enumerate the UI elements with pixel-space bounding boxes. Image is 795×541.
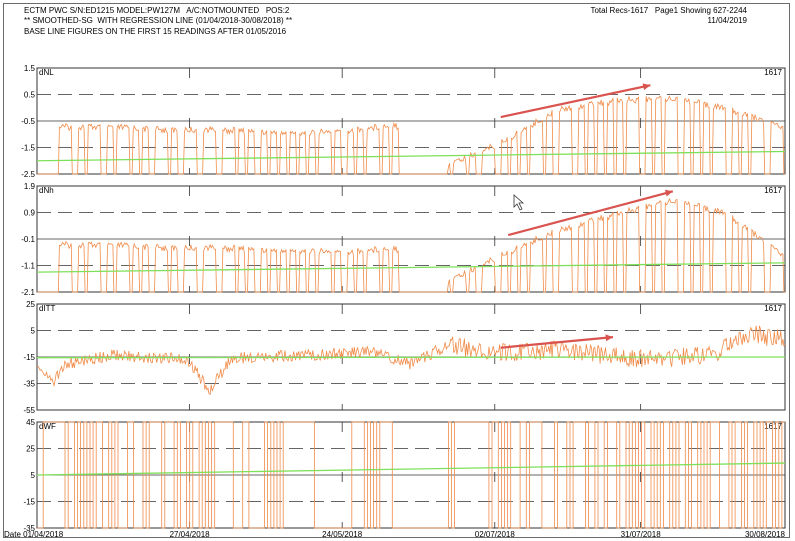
regression-line <box>36 462 786 476</box>
trend-arrow <box>500 84 651 119</box>
trend-arrow-head <box>664 189 673 197</box>
y-tick-label: -55 <box>23 406 35 415</box>
y-tick-label: 1.5 <box>24 64 36 73</box>
y-tick-label: -1.1 <box>21 262 35 271</box>
smoothed-series-line <box>37 198 785 293</box>
y-tick-label: 45 <box>26 418 35 427</box>
mouse-cursor-icon <box>513 194 525 211</box>
y-tick-label: -15 <box>23 353 35 362</box>
trend-arrow-head <box>605 334 613 342</box>
smoothed-series-line <box>37 95 785 175</box>
y-tick-label: 0.5 <box>24 91 36 100</box>
panel-record-count: 1617 <box>764 304 782 313</box>
x-tick-label: 31/07/2018 <box>621 530 662 539</box>
panel-record-count: 1617 <box>764 186 782 195</box>
y-tick-label: -0.5 <box>21 117 35 126</box>
trend-arrow <box>500 336 614 349</box>
trend-arrow <box>507 190 674 237</box>
y-tick-label: 5 <box>31 471 36 480</box>
smoothed-series-line <box>37 421 785 529</box>
x-tick-label: 30/08/2018 <box>745 530 786 539</box>
x-tick-label: 02/07/2018 <box>475 530 516 539</box>
y-tick-label: -35 <box>23 524 35 533</box>
y-tick-label: -1.5 <box>21 144 35 153</box>
header-line-1: ECTM PWC S/N:ED1215 MODEL:PW127M A/C:NOT… <box>24 6 290 15</box>
regression-line <box>36 262 786 273</box>
header-line-2: ** SMOOTHED-SG WITH REGRESSION LINE (01/… <box>24 16 293 25</box>
y-tick-label: -15 <box>23 498 35 507</box>
regression-line <box>36 356 786 359</box>
y-tick-label: -35 <box>23 380 35 389</box>
y-tick-label: 25 <box>26 300 35 309</box>
y-tick-label: -2.5 <box>21 170 35 179</box>
record-summary: Total Recs-1617 Page1 Showing 627-2244 <box>590 6 747 15</box>
y-tick-label: 1.9 <box>24 182 36 191</box>
panel-axis-label: dWF <box>39 422 56 431</box>
panel-axis-label: dNh <box>39 186 54 195</box>
report-date: 11/04/2019 <box>707 16 747 25</box>
y-tick-label: -0.1 <box>21 235 35 244</box>
trend-arrow-head <box>642 83 651 91</box>
y-tick-label: 0.9 <box>24 209 36 218</box>
panel-axis-label: dITT <box>39 304 56 313</box>
panel-axis-label: dNL <box>39 68 54 77</box>
panel-record-count: 1617 <box>764 422 782 431</box>
header-line-3: BASE LINE FIGURES ON THE FIRST 15 READIN… <box>24 27 287 36</box>
x-tick-label: Date 01/04/2018 <box>4 530 64 539</box>
panel-record-count: 1617 <box>764 68 782 77</box>
regression-line <box>36 150 786 162</box>
y-tick-label: 25 <box>26 445 35 454</box>
x-tick-label: 24/05/2018 <box>322 530 363 539</box>
y-tick-label: 5 <box>31 327 36 336</box>
y-tick-label: -2.1 <box>21 288 35 297</box>
x-tick-label: 27/04/2018 <box>170 530 211 539</box>
